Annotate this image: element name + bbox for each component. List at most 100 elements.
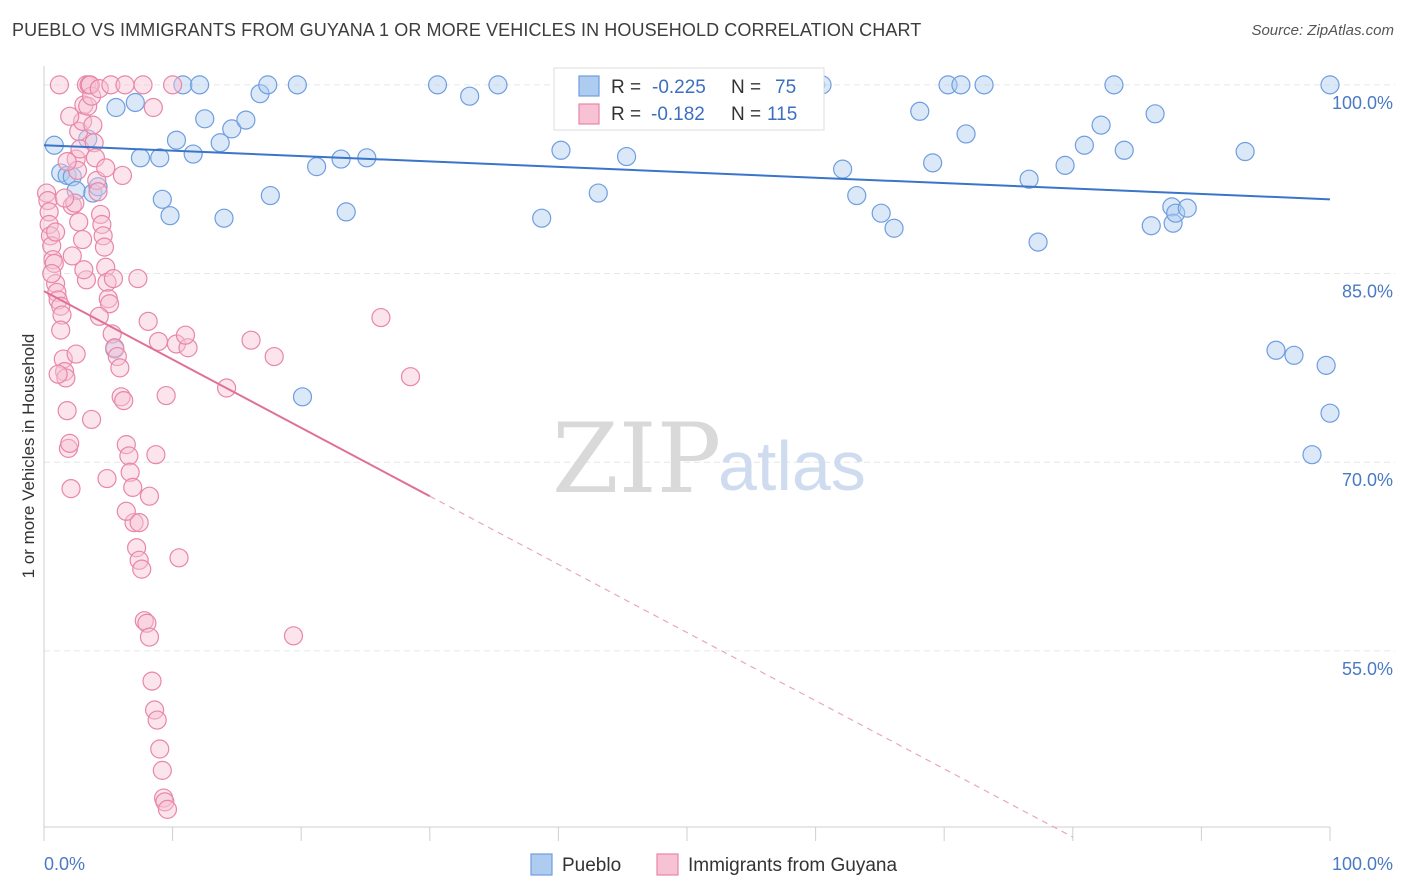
point-pueblo-47 xyxy=(884,218,904,238)
point-pueblo-29 xyxy=(331,149,351,169)
point-guyana-61 xyxy=(139,627,160,647)
point-pueblo-11 xyxy=(150,148,170,168)
point-guyana-50 xyxy=(114,390,134,411)
point-guyana-16 xyxy=(57,401,77,421)
point-guyana-20 xyxy=(62,196,82,216)
bottom-legend-swatch-guyana xyxy=(656,853,679,876)
point-guyana-75 xyxy=(115,75,135,95)
point-pueblo-37 xyxy=(588,183,608,203)
point-pueblo-48 xyxy=(910,101,930,121)
point-pueblo-71 xyxy=(1316,355,1336,375)
point-pueblo-53 xyxy=(974,75,994,95)
point-pueblo-8 xyxy=(106,97,126,118)
point-pueblo-34 xyxy=(488,75,508,95)
point-guyana-18 xyxy=(60,433,80,453)
point-guyana-47 xyxy=(107,346,127,367)
legend-r-value-2: -0.182 xyxy=(651,104,705,125)
point-pueblo-66 xyxy=(1177,198,1197,218)
trend-line-guyana xyxy=(43,290,431,498)
point-guyana-40 xyxy=(94,237,115,257)
point-guyana-112 xyxy=(42,263,62,284)
point-pueblo-72 xyxy=(1320,403,1340,423)
point-guyana-41 xyxy=(96,257,116,277)
point-pueblo-73 xyxy=(1320,75,1340,95)
point-guyana-26 xyxy=(72,111,93,131)
point-pueblo-56 xyxy=(1055,155,1075,175)
point-guyana-102 xyxy=(69,212,89,232)
point-guyana-100 xyxy=(175,325,196,345)
point-guyana-71 xyxy=(60,106,80,126)
point-guyana-79 xyxy=(96,158,116,178)
point-pueblo-52 xyxy=(956,124,976,144)
point-pueblo-60 xyxy=(1114,140,1134,160)
point-guyana-92 xyxy=(371,307,391,328)
point-guyana-74 xyxy=(101,75,121,95)
chart-source: Source: ZipAtlas.com xyxy=(1251,22,1394,39)
point-guyana-51 xyxy=(116,435,136,455)
point-pueblo-38 xyxy=(616,146,637,167)
axes xyxy=(43,66,1331,841)
watermark-zip: ZIP xyxy=(552,403,721,515)
point-guyana-65 xyxy=(150,739,170,759)
point-guyana-78 xyxy=(163,75,183,95)
trend-line-guyana-extension xyxy=(429,495,1074,838)
point-guyana-93 xyxy=(400,367,421,387)
point-guyana-104 xyxy=(45,222,66,242)
point-guyana-91 xyxy=(283,626,304,646)
point-pueblo-32 xyxy=(427,75,448,95)
point-pueblo-28 xyxy=(307,157,327,177)
legend-swatch-guyana xyxy=(578,103,600,125)
point-pueblo-70 xyxy=(1302,445,1322,465)
point-guyana-106 xyxy=(62,246,82,266)
point-pueblo-21 xyxy=(222,119,242,139)
point-guyana-109 xyxy=(66,344,86,364)
point-pueblo-58 xyxy=(1091,115,1111,135)
point-guyana-21 xyxy=(65,193,85,213)
point-guyana-82 xyxy=(103,268,124,289)
point-pueblo-69 xyxy=(1284,345,1304,365)
bottom-legend-label-guyana: Immigrants from Guyana xyxy=(688,855,897,876)
point-pueblo-62 xyxy=(1145,104,1165,124)
legend-swatch-pueblo xyxy=(578,75,600,97)
point-guyana-12 xyxy=(52,305,72,325)
point-pueblo-25 xyxy=(260,185,280,206)
point-pueblo-35 xyxy=(532,208,552,228)
point-guyana-44 xyxy=(99,294,120,314)
point-pueblo-61 xyxy=(1141,216,1161,236)
point-guyana-55 xyxy=(124,512,144,533)
point-pueblo-13 xyxy=(160,206,180,226)
legend-n-label-2: N = xyxy=(731,104,761,125)
point-pueblo-36 xyxy=(551,140,571,160)
point-pueblo-7 xyxy=(88,177,108,197)
legend-r-label-2: R = xyxy=(611,104,641,125)
point-pueblo-68 xyxy=(1266,340,1286,360)
legend: R = -0.225 N = 75 R = -0.182 N = 115 xyxy=(553,67,825,131)
point-guyana-66 xyxy=(152,760,172,780)
point-guyana-108 xyxy=(48,364,68,384)
point-pueblo-14 xyxy=(166,130,187,150)
point-pueblo-22 xyxy=(236,110,256,130)
point-pueblo-24 xyxy=(258,75,278,95)
point-guyana-77 xyxy=(143,97,163,118)
point-guyana-69 xyxy=(157,799,178,819)
point-guyana-25 xyxy=(70,139,90,159)
legend-n-label-1: N = xyxy=(731,77,761,98)
point-guyana-80 xyxy=(112,165,133,186)
point-pueblo-55 xyxy=(1028,232,1048,252)
point-guyana-32 xyxy=(83,115,103,135)
point-guyana-36 xyxy=(88,182,108,202)
point-guyana-19 xyxy=(61,479,81,499)
point-guyana-114 xyxy=(72,229,93,250)
point-pueblo-9 xyxy=(125,92,145,113)
point-pueblo-44 xyxy=(833,159,853,179)
y-tick-label-1: 85.0% xyxy=(1342,282,1393,302)
point-guyana-29 xyxy=(78,96,98,116)
point-guyana-97 xyxy=(146,445,166,465)
point-pueblo-16 xyxy=(183,144,203,164)
point-guyana-53 xyxy=(120,462,140,482)
point-guyana-64 xyxy=(147,710,167,730)
point-pueblo-20 xyxy=(214,208,234,228)
trend-line-pueblo xyxy=(43,144,1331,201)
point-pueblo-51 xyxy=(951,75,971,95)
